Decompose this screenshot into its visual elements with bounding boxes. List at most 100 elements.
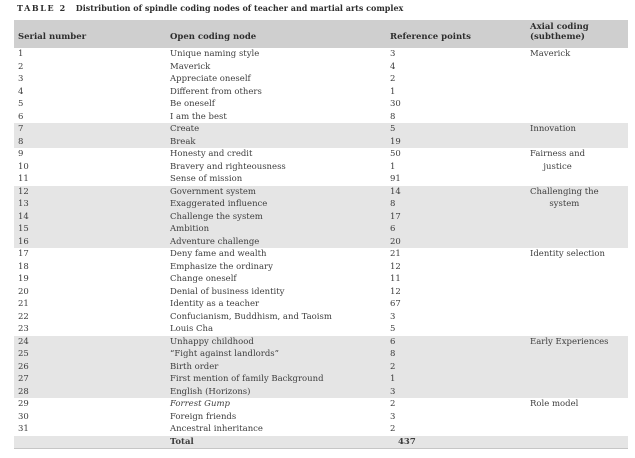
total-label-cell: Total	[166, 435, 386, 449]
open-coding-node-cell: Maverick	[170, 61, 211, 72]
open-coding-node-cell: Foreign friends	[170, 411, 237, 422]
open-coding-node-cell: Louis Cha	[170, 324, 214, 334]
reference-points-cell: 6	[386, 223, 526, 236]
serial-number-cell: 26	[14, 360, 166, 373]
serial-number-cell: 16	[14, 235, 166, 248]
axial-coding-cell: Challenging the system	[526, 185, 628, 248]
table-row: 5 Be oneself 30	[14, 98, 628, 111]
table-row: 10 Bravery and righteousness 1	[14, 161, 628, 174]
serial-number-cell: 13	[14, 198, 166, 211]
table-row: 24 Unhappy childhood 6 Early Experiences	[14, 335, 628, 398]
open-coding-node-cell: Deny fame and wealth	[170, 249, 267, 259]
reference-points-cell: 3	[390, 411, 396, 422]
open-coding-node-cell: Bravery and righteousness	[170, 161, 286, 172]
table-row: 18 Emphasize the ordinary 12	[14, 261, 628, 274]
total-value-cell: 437	[386, 435, 526, 449]
open-coding-node-cell: Government system	[166, 185, 386, 198]
table-row: 27 First mention of family Background 1	[14, 373, 628, 386]
open-coding-node-cell: Forrest Gump	[170, 399, 230, 409]
spindle-coding-table: Serial number Open coding node Reference…	[14, 20, 628, 449]
table-row: 31 Ancestral inheritance 2	[14, 423, 628, 436]
axial-coding-cell: Role model	[530, 399, 579, 409]
reference-points-cell: 12	[390, 286, 401, 297]
open-coding-node-cell: Ancestral inheritance	[170, 424, 263, 434]
reference-points-cell: 67	[390, 299, 401, 309]
serial-number-cell: 1	[18, 49, 24, 59]
table-row: 6 I am the best 8	[14, 111, 628, 124]
open-coding-node-cell: Denial of business identity	[170, 286, 285, 297]
axial-coding-cell: Maverick	[530, 49, 571, 59]
reference-points-cell: 6	[386, 335, 526, 348]
table-row: 14 Challenge the system 17	[14, 210, 628, 223]
table-body: 1 Unique naming style 3 Maverick 2 Maverick 4 3…	[14, 48, 628, 449]
table-row: 3 Appreciate oneself 2	[14, 73, 628, 86]
col-header-axial-coding: Axial coding (subtheme)	[526, 20, 628, 48]
serial-number-cell: 11	[18, 174, 29, 184]
reference-points-cell: 8	[386, 198, 526, 211]
serial-number-cell: 21	[18, 299, 29, 309]
serial-number-cell: 22	[18, 311, 29, 322]
reference-points-cell: 5	[390, 324, 396, 334]
table-row: 19 Change oneself 11	[14, 273, 628, 286]
open-coding-node-cell: Emphasize the ordinary	[170, 261, 273, 272]
open-coding-node-cell: I am the best	[170, 111, 227, 122]
table-row: 22 Confucianism, Buddhism, and Taoism 3	[14, 311, 628, 324]
table-row: 20 Denial of business identity 12	[14, 286, 628, 299]
open-coding-node-cell: Identity as a teacher	[170, 299, 260, 309]
reference-points-cell: 20	[386, 235, 526, 248]
table-row: 26 Birth order 2	[14, 360, 628, 373]
axial-coding-cell: Fairness and justice	[530, 149, 586, 172]
reference-points-cell: 3	[390, 49, 396, 59]
open-coding-node-cell: Unhappy childhood	[166, 335, 386, 348]
table-row: 13 Exaggerated influence 8	[14, 198, 628, 211]
serial-number-cell: 14	[14, 210, 166, 223]
reference-points-cell: 12	[390, 261, 401, 272]
col-header-reference-points: Reference points	[386, 20, 526, 48]
open-coding-node-cell: Unique naming style	[170, 49, 260, 59]
reference-points-cell: 91	[390, 174, 401, 184]
open-coding-node-cell: “Fight against landlords”	[166, 348, 386, 361]
serial-number-cell: 9	[18, 149, 24, 159]
serial-number-cell: 7	[14, 123, 166, 136]
reference-points-cell: 30	[390, 99, 401, 109]
axial-coding-cell: Innovation	[526, 123, 628, 148]
table-caption: TABLE 2 Distribution of spindle coding no…	[0, 0, 635, 14]
open-coding-node-cell: Break	[166, 135, 386, 148]
table-row: 8 Break 19	[14, 135, 628, 148]
serial-number-cell: 8	[14, 135, 166, 148]
reference-points-cell: 50	[390, 149, 401, 159]
table-row: 12 Government system 14 Challenging the sys…	[14, 185, 628, 248]
col-header-open-coding-node: Open coding node	[166, 20, 386, 48]
open-coding-node-cell: Exaggerated influence	[166, 198, 386, 211]
serial-number-cell: 27	[14, 373, 166, 386]
table-row: 23 Louis Cha 5	[14, 323, 628, 336]
table-row: 25 “Fight against landlords” 8	[14, 348, 628, 361]
open-coding-node-cell: Be oneself	[170, 99, 215, 109]
serial-number-cell: 5	[18, 99, 24, 109]
serial-number-cell: 18	[18, 261, 29, 272]
open-coding-node-cell: Change oneself	[170, 274, 237, 284]
table-caption-text: Distribution of spindle coding nodes of …	[75, 3, 404, 13]
open-coding-node-cell: Challenge the system	[166, 210, 386, 223]
reference-points-cell: 3	[386, 385, 526, 398]
reference-points-cell: 21	[390, 249, 401, 259]
open-coding-node-cell: Ambition	[166, 223, 386, 236]
open-coding-node-cell: Honesty and credit	[170, 149, 253, 159]
header-row: Serial number Open coding node Reference…	[14, 20, 628, 48]
serial-number-cell: 3	[18, 74, 24, 84]
reference-points-cell: 2	[390, 74, 396, 84]
serial-number-cell: 10	[18, 161, 29, 172]
reference-points-cell: 14	[386, 185, 526, 198]
table-row: 29 Forrest Gump 2 Role model	[14, 398, 628, 411]
serial-number-cell: 28	[14, 385, 166, 398]
open-coding-node-cell: English (Horizons)	[166, 385, 386, 398]
table-row: 7 Create 5 Innovation	[14, 123, 628, 148]
reference-points-cell: 19	[386, 135, 526, 148]
table-caption-label: TABLE 2	[17, 3, 67, 13]
serial-number-cell: 31	[18, 424, 29, 434]
reference-points-cell: 8	[390, 111, 396, 122]
open-coding-node-cell: Adventure challenge	[166, 235, 386, 248]
table-row: 2 Maverick 4	[14, 61, 628, 74]
table-row: 28 English (Horizons) 3	[14, 385, 628, 398]
total-row: Total 437	[14, 435, 628, 449]
